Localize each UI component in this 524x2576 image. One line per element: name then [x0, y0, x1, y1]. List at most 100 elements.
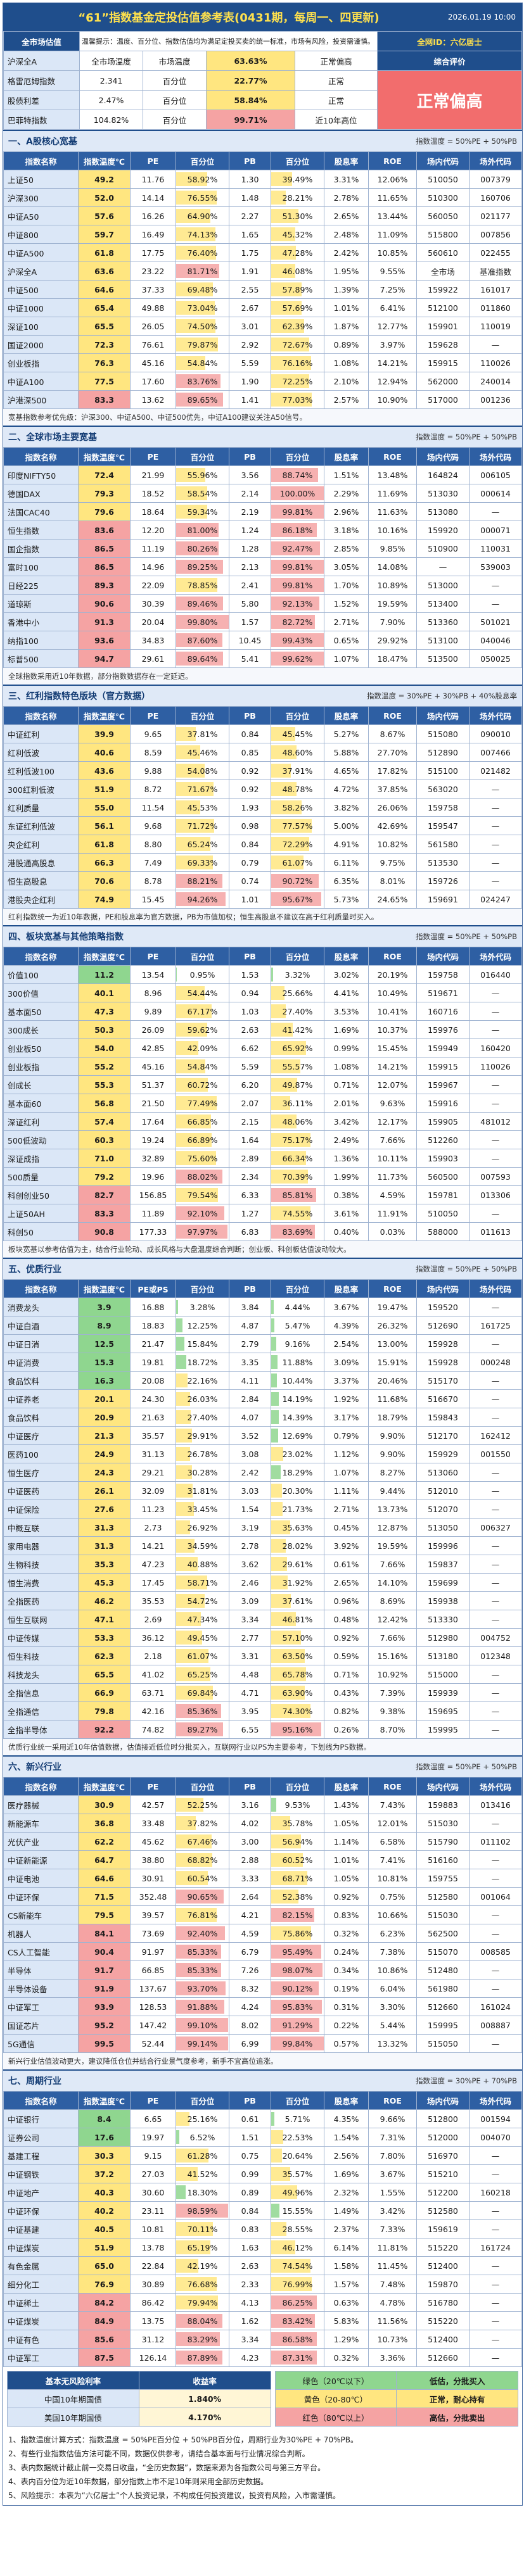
data-row: 中证军工 93.9 128.53 91.88% 4.24 95.83% 0.31% 3.30%…	[3, 1997, 522, 2016]
temperature: 89.3	[78, 576, 131, 595]
cell: —	[469, 1002, 522, 1021]
percentile-text: 54.72%	[187, 1596, 218, 1606]
cell: 1.36%	[324, 1149, 369, 1168]
percentile: 22.16%	[176, 1371, 229, 1390]
cell: 20.04	[130, 612, 176, 631]
column-header: 指数温度℃	[78, 2091, 131, 2110]
cell: 001064	[469, 1887, 522, 1906]
percentile-text: 71.72%	[187, 821, 218, 831]
percentile-text: 99.81%	[282, 562, 313, 572]
cell: 3.42%	[368, 2201, 417, 2220]
cell: 160420	[469, 1039, 522, 1058]
cell: 3.31	[229, 1646, 271, 1665]
percentile-text: 86.25%	[282, 2297, 313, 2308]
temperature: 83.3	[78, 390, 131, 409]
cell: 42.57	[130, 1795, 176, 1814]
data-row: 德国DAX 79.3 18.52 58.54% 2.14 100.00% 2.29% 11.6…	[3, 484, 522, 503]
percentile-bar	[176, 1392, 190, 1406]
percentile-text: 60.54%	[187, 1873, 218, 1883]
summary-cell: 104.82%	[79, 110, 143, 130]
temperature: 86.5	[78, 557, 131, 576]
cell: 512980	[416, 1628, 470, 1647]
cell: 512000	[416, 2128, 470, 2147]
cell: 0.92%	[324, 1628, 369, 1647]
percentile-text: 35.63%	[282, 1522, 313, 1532]
index-name: 消费龙头	[3, 1297, 79, 1316]
cell: 159695	[416, 1702, 470, 1720]
percentile-bar	[271, 246, 297, 260]
cell: 11.23	[130, 1500, 176, 1518]
cell: 513330	[416, 1610, 470, 1629]
percentile-bar	[271, 2240, 296, 2254]
percentile: 54.44%	[176, 983, 229, 1002]
cell: 0.94	[229, 983, 271, 1002]
cell: 159920	[416, 521, 470, 540]
percentile-bar	[271, 2036, 324, 2050]
cell: 2.63	[229, 1020, 271, 1039]
percentile-bar	[176, 782, 214, 796]
data-row: 科创50 90.8 177.33 97.97% 6.83 83.69% 0.40% 0.03%…	[3, 1222, 522, 1241]
cell: 159903	[416, 1149, 470, 1168]
percentile: 92.40%	[176, 1924, 229, 1943]
percentile-text: 66.85%	[187, 1116, 218, 1127]
percentile-text: 59.62%	[187, 1025, 218, 1035]
header-row: 指数名称 指数温度℃ PE 百分位 PB 百分位 股息率 ROE 场内代码 场外代码	[3, 447, 522, 466]
data-row: 基建工程 30.3 9.15 61.28% 0.75 20.64% 2.56% 7.80% 51…	[3, 2146, 522, 2165]
percentile-text: 26.03%	[187, 1394, 218, 1404]
temperature: 61.8	[78, 835, 131, 854]
cell: 011860	[469, 298, 522, 317]
percentile-bar	[176, 1926, 225, 1940]
percentile-text: 75.60%	[187, 1153, 218, 1163]
temperature: 90.6	[78, 594, 131, 613]
cell: 1.69%	[324, 2164, 369, 2183]
percentile: 99.80%	[176, 612, 229, 631]
cell: 1.57	[229, 612, 271, 631]
index-name: 中证养老	[3, 1389, 79, 1408]
cell: 15.91%	[368, 1353, 417, 1372]
percentile-bar	[176, 1816, 196, 1830]
cell: 1.11%	[324, 1481, 369, 1500]
percentile-bar	[271, 597, 320, 610]
section-table: 指数名称 指数温度℃ PE 百分位 PB 百分位 股息率 ROE 场内代码 场外代码 医疗器械 30.…	[3, 1777, 522, 2053]
cell: 5.73%	[324, 890, 369, 909]
percentile-text: 15.84%	[187, 1339, 218, 1349]
index-name: 全指通信	[3, 1702, 79, 1720]
percentile-bar	[271, 1704, 310, 1718]
percentile: 91.29%	[271, 2016, 324, 2035]
percentile-text: 3.28%	[189, 1302, 215, 1312]
cell: 1.75	[229, 243, 271, 262]
index-name: 沪深300	[3, 188, 79, 207]
cell: 2.14	[229, 484, 271, 503]
column-header: 场外代码	[469, 706, 522, 725]
index-name: 医疗器械	[3, 1795, 79, 1814]
percentile: 69.84%	[176, 1683, 229, 1702]
cell: —	[469, 1297, 522, 1316]
column-header: 百分位	[176, 706, 229, 725]
percentile-bar	[271, 1557, 287, 1571]
cell: 12.87%	[368, 1518, 417, 1537]
cell: 1.70%	[324, 576, 369, 595]
page: “61”指数基金定投估值参考表(0431期，每周一、四更新) 2026.01.1…	[0, 3, 524, 2576]
cell: 161017	[469, 280, 522, 299]
percentile-text: 87.60%	[187, 635, 218, 645]
percentile-text: 31.92%	[282, 1577, 313, 1588]
index-name: 半导体	[3, 1960, 79, 1979]
percentile-bar	[271, 2000, 322, 2014]
percentile-bar	[271, 1520, 290, 1534]
cell: 47.23	[130, 1555, 176, 1574]
cell: 1.27	[229, 1204, 271, 1223]
cell: 1.43%	[324, 1795, 369, 1814]
cell: 10.82%	[368, 835, 417, 854]
percentile: 79.94%	[176, 2293, 229, 2312]
cell: 30.60	[130, 2183, 176, 2202]
index-name: 中证有色	[3, 2330, 79, 2349]
percentile-bar	[271, 1890, 299, 1904]
data-row: 中证传媒 53.3 36.12 49.45% 2.77 57.10% 0.92% 7.66% 5…	[3, 1628, 522, 1647]
percentile-bar	[176, 1465, 193, 1479]
data-row: 深证成指 71.0 32.89 75.60% 2.89 66.34% 1.36% 10.11%…	[3, 1149, 522, 1168]
column-header: 指数温度℃	[78, 151, 131, 170]
percentile: 48.06%	[271, 1112, 324, 1131]
percentile-bar	[271, 764, 291, 778]
cell: 159905	[416, 1112, 470, 1131]
percentile: 72.67%	[271, 335, 324, 354]
